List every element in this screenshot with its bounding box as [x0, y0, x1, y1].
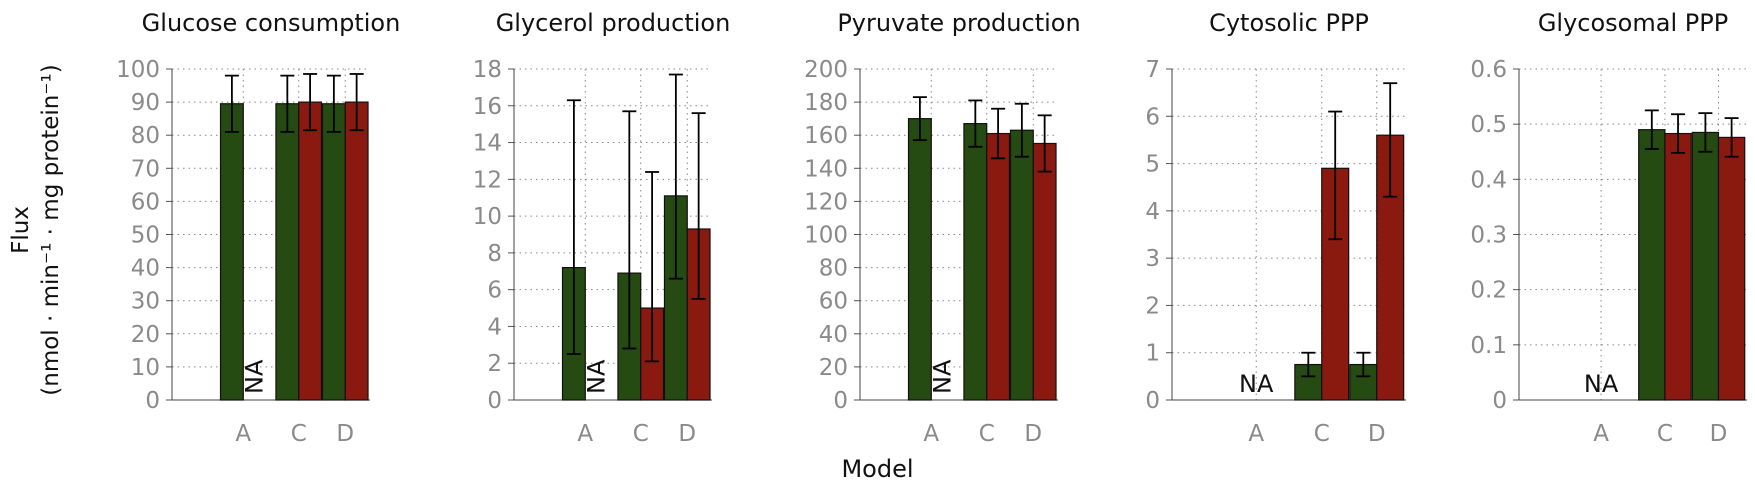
y-tick-label: 120	[804, 189, 848, 215]
y-tick-label: 80	[131, 123, 160, 149]
bar-D-s1	[1009, 129, 1034, 401]
bar-A-s1	[907, 118, 932, 401]
x-tick-label-C: C	[1314, 421, 1330, 447]
y-tick-label: 0.3	[1470, 223, 1507, 249]
y-tick-label: 6	[487, 278, 502, 304]
y-tick-label: 0.4	[1470, 167, 1507, 193]
na-label: NA	[1584, 370, 1619, 398]
y-tick-label: 20	[131, 322, 160, 348]
y-tick-label: 50	[131, 223, 160, 249]
y-tick-label: 0.5	[1470, 112, 1507, 138]
bar-D-s2	[1376, 134, 1405, 401]
bar-D-s1	[1691, 131, 1720, 401]
y-tick-label: 0	[145, 388, 160, 414]
y-tick-label: 0	[1492, 388, 1507, 414]
x-tick-label-C: C	[1657, 421, 1673, 447]
y-tick-label: 20	[819, 355, 848, 381]
y-tick-label: 5	[1145, 152, 1160, 178]
y-tick-label: 14	[473, 131, 502, 157]
y-tick-label: 80	[819, 256, 848, 282]
chart-title-4: Glycosomal PPP	[1538, 9, 1728, 37]
y-tick-label: 160	[804, 123, 848, 149]
chart-title-0: Glucose consumption	[142, 9, 401, 37]
x-tick-label-C: C	[291, 421, 307, 447]
y-tick-label: 8	[487, 241, 502, 267]
na-label: NA	[241, 359, 269, 394]
bar-C-s1	[275, 103, 300, 401]
x-tick-label-D: D	[336, 421, 354, 447]
y-axis-title-line2: (nmol · min⁻¹ · mg protein⁻¹)	[38, 64, 64, 395]
y-tick-label: 60	[819, 289, 848, 315]
x-tick-label-A: A	[923, 421, 939, 447]
y-tick-label: 2	[487, 351, 502, 377]
y-tick-label: 0	[833, 388, 848, 414]
x-tick-label-A: A	[577, 421, 593, 447]
x-tick-label-D: D	[1368, 421, 1386, 447]
x-tick-label-A: A	[235, 421, 251, 447]
y-axis-title: Flux (nmol · min⁻¹ · mg protein⁻¹)	[8, 64, 64, 395]
y-tick-label: 10	[131, 355, 160, 381]
bar-A-s1	[219, 103, 244, 401]
na-label: NA	[583, 359, 611, 394]
x-tick-label-D: D	[1710, 421, 1728, 447]
y-tick-label: 6	[1145, 104, 1160, 130]
y-tick-label: 10	[473, 204, 502, 230]
x-tick-label-C: C	[633, 421, 649, 447]
x-tick-label-A: A	[1248, 421, 1264, 447]
x-tick-label-D: D	[1024, 421, 1042, 447]
chart-title-2: Pyruvate production	[837, 9, 1080, 37]
y-tick-label: 3	[1145, 246, 1160, 272]
y-tick-label: 70	[131, 156, 160, 182]
y-tick-label: 180	[804, 90, 848, 116]
bar-D-s2	[1032, 142, 1057, 401]
na-label: NA	[1239, 370, 1274, 398]
y-tick-label: 12	[473, 167, 502, 193]
y-tick-label: 100	[804, 223, 848, 249]
y-tick-label: 4	[1145, 199, 1160, 225]
y-tick-label: 0.2	[1470, 278, 1507, 304]
x-tick-label-A: A	[1593, 421, 1609, 447]
y-tick-label: 0.6	[1470, 57, 1507, 83]
bar-D-s2	[1717, 136, 1746, 401]
na-label: NA	[929, 359, 957, 394]
bar-C-s1	[1638, 129, 1666, 401]
y-tick-label: 100	[116, 57, 160, 83]
y-tick-label: 40	[819, 322, 848, 348]
x-axis-title: Model	[841, 455, 914, 483]
y-tick-label: 30	[131, 289, 160, 315]
y-tick-label: 40	[131, 256, 160, 282]
bar-C-s2	[986, 132, 1011, 401]
y-tick-label: 2	[1145, 293, 1160, 319]
y-tick-label: 0	[1145, 388, 1160, 414]
bar-C-s2	[298, 101, 323, 401]
bar-D-s2	[344, 101, 369, 401]
y-tick-label: 60	[131, 189, 160, 215]
y-axis-title-line1: Flux	[8, 206, 34, 254]
bar-D-s1	[321, 103, 346, 401]
chart-title-3: Cytosolic PPP	[1209, 9, 1369, 37]
x-tick-label-D: D	[678, 421, 696, 447]
y-tick-label: 140	[804, 156, 848, 182]
y-tick-label: 0	[487, 388, 502, 414]
bar-C-s1	[963, 123, 988, 401]
bar-C-s2	[1664, 132, 1692, 401]
y-tick-label: 1	[1145, 341, 1160, 367]
y-tick-label: 0.1	[1470, 333, 1507, 359]
y-tick-label: 90	[131, 90, 160, 116]
y-tick-label: 7	[1145, 57, 1160, 83]
x-tick-label-C: C	[979, 421, 995, 447]
y-tick-label: 18	[473, 57, 502, 83]
y-tick-label: 4	[487, 314, 502, 340]
y-tick-label: 16	[473, 94, 502, 120]
chart-title-1: Glycerol production	[496, 9, 731, 37]
y-tick-label: 200	[804, 57, 848, 83]
